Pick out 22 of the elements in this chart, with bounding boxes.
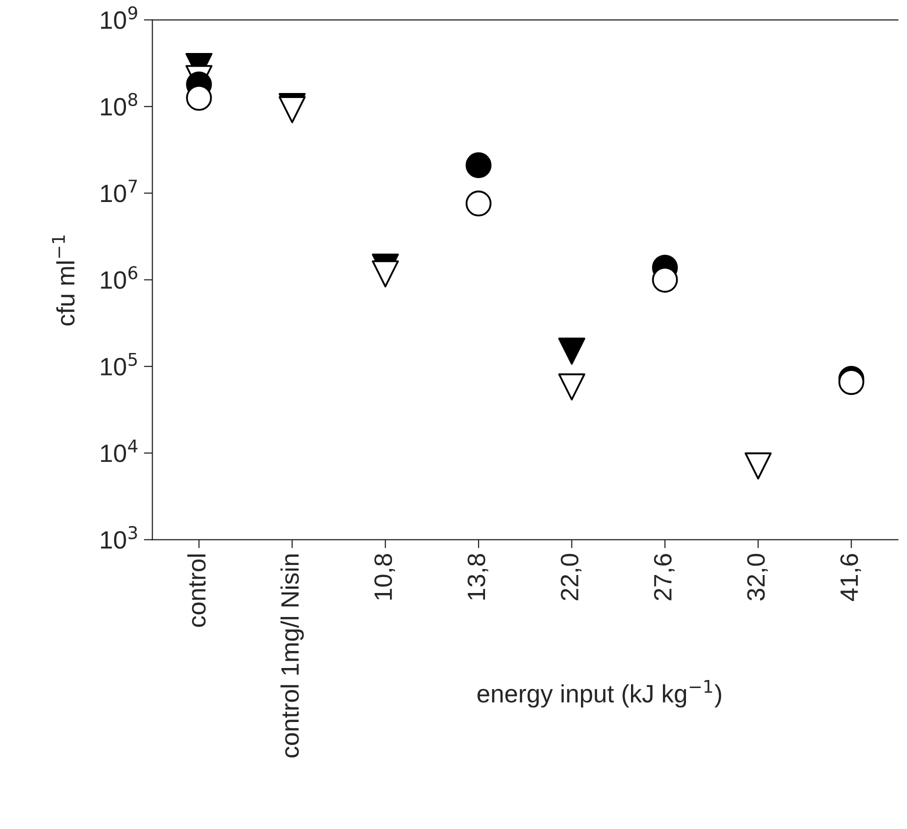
y-tick-label: 10$^{8}$ [101, 92, 138, 116]
point [466, 152, 492, 178]
x-tick-label: 10,8 [374, 554, 396, 600]
y-tick-label: 10$^{3}$ [101, 526, 137, 549]
x-tick-label: 32,0 [747, 554, 768, 601]
y-tick-label: 10$^{9}$ [101, 6, 138, 30]
y-tick-label: 10$^{6}$ [101, 266, 138, 289]
y-tick-label: 10$^{5}$ [101, 352, 137, 376]
x-tick-label: 22,0 [560, 554, 582, 600]
x-tick-label: control 1mg/l Nisin [280, 554, 304, 758]
y-axis-title: cfu ml$^{−1}$ [52, 235, 75, 326]
x-tick-label: 27,6 [654, 554, 675, 600]
x-tick-label: 13,8 [468, 554, 488, 600]
point [652, 266, 678, 293]
point [558, 338, 586, 365]
y-tick-label: 10$^{7}$ [101, 180, 137, 202]
point [372, 260, 399, 288]
point [186, 84, 212, 111]
x-tick-label: 41,6 [840, 554, 861, 601]
x-axis-title: energy input (kJ kg$^{−1}$) [478, 680, 722, 708]
y-tick-label: 10$^{4}$ [101, 440, 138, 462]
x-tick-label: control [187, 554, 206, 627]
